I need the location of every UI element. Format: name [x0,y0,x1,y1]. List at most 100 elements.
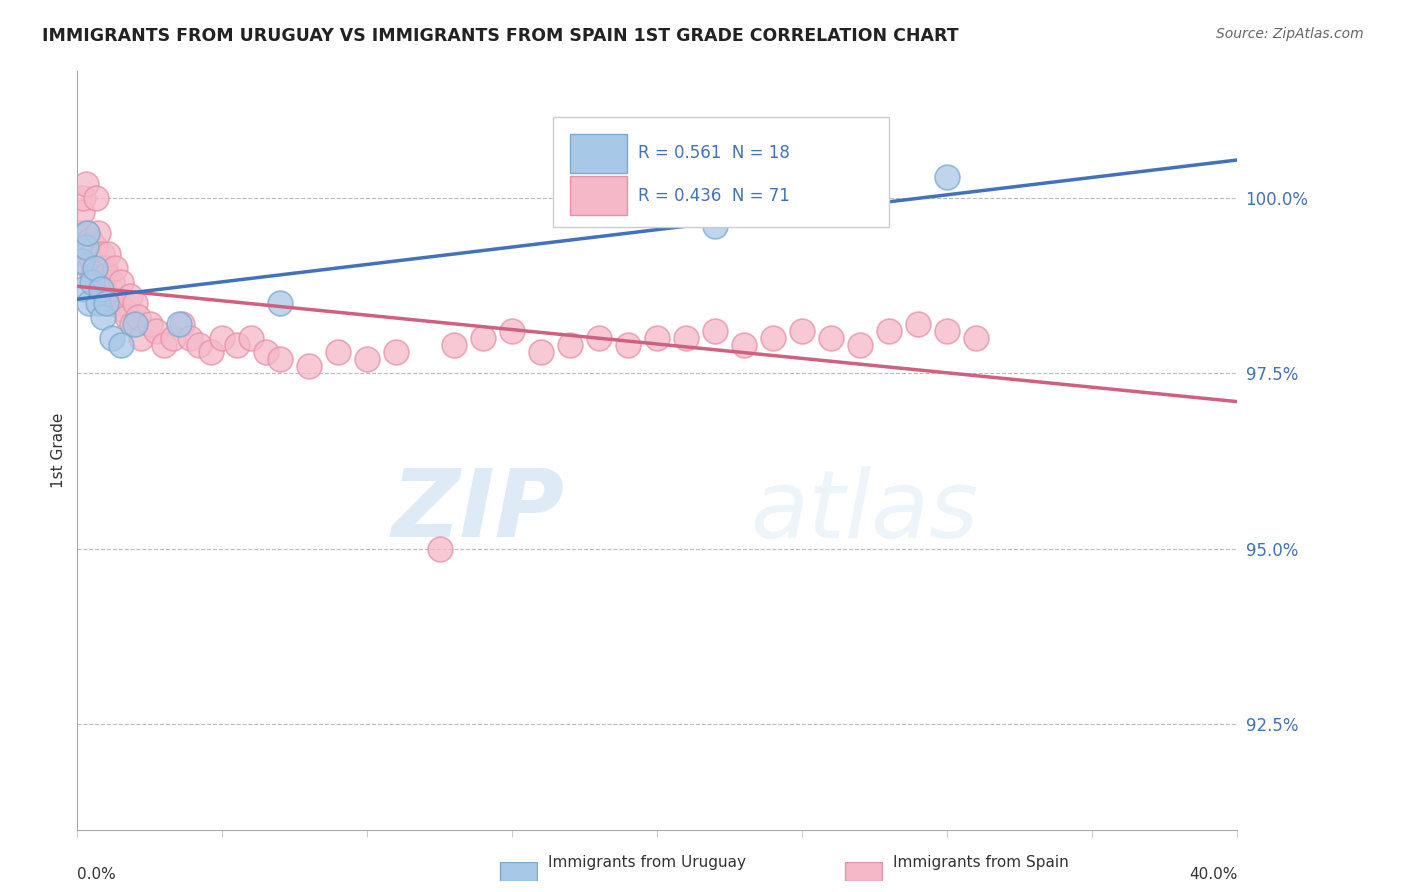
Point [86,226,108,240]
Text: ZIP: ZIP [392,465,565,558]
Point [936,169,959,184]
Point [83,240,105,254]
Text: R = 0.436  N = 71: R = 0.436 N = 71 [637,186,789,204]
Point [254,345,277,359]
Point [127,310,149,324]
Point [429,541,451,556]
Point [188,338,211,352]
Point [936,324,959,338]
Point [124,296,146,310]
Text: 40.0%: 40.0% [1189,867,1237,882]
Point [115,310,138,324]
Point [225,338,247,352]
Point [76,226,98,240]
Text: Immigrants from Spain: Immigrants from Spain [893,855,1069,870]
Point [91,247,114,261]
Point [107,296,129,310]
Point [733,338,755,352]
Text: 0.0%: 0.0% [77,867,117,882]
Point [76,226,98,240]
Point [86,296,108,310]
Point [90,275,111,289]
Point [94,260,117,275]
Point [139,317,162,331]
Point [104,260,127,275]
Point [75,177,97,191]
Point [675,331,697,345]
Point [704,219,727,233]
Point [90,282,111,296]
Point [93,310,115,324]
Point [110,275,132,289]
Point [87,260,110,275]
Point [328,345,350,359]
Text: R = 0.561  N = 18: R = 0.561 N = 18 [637,145,789,162]
Point [101,275,124,289]
Point [617,338,640,352]
Point [588,331,610,345]
Point [167,317,190,331]
Point [820,331,842,345]
Point [356,352,378,367]
Point [704,324,727,338]
Point [80,253,103,268]
Point [501,324,523,338]
Point [849,338,872,352]
Point [877,324,901,338]
Point [269,296,291,310]
Point [70,253,93,268]
Point [101,331,124,345]
Point [98,289,121,303]
Text: IMMIGRANTS FROM URUGUAY VS IMMIGRANTS FROM SPAIN 1ST GRADE CORRELATION CHART: IMMIGRANTS FROM URUGUAY VS IMMIGRANTS FR… [42,27,959,45]
FancyBboxPatch shape [553,117,890,227]
FancyBboxPatch shape [501,863,537,880]
Point [96,296,118,310]
Point [179,331,201,345]
Point [240,331,263,345]
Point [72,191,94,205]
Point [124,317,146,331]
Point [75,240,97,254]
Point [93,282,115,296]
Point [211,331,233,345]
Point [647,331,669,345]
Point [67,240,90,254]
Point [560,338,582,352]
Point [121,317,143,331]
Point [200,345,222,359]
Point [112,303,135,318]
Point [83,260,105,275]
Point [129,331,152,345]
Point [96,268,118,282]
FancyBboxPatch shape [571,134,627,173]
Point [170,317,193,331]
Point [73,247,96,261]
Text: Source: ZipAtlas.com: Source: ZipAtlas.com [1216,27,1364,41]
Point [162,331,184,345]
Point [70,204,93,219]
Point [79,233,101,247]
Point [82,268,104,282]
Point [298,359,321,374]
Point [97,247,120,261]
Point [762,331,785,345]
Point [907,317,929,331]
Point [269,352,291,367]
Point [100,296,122,310]
Point [69,226,91,240]
Point [385,345,408,359]
Point [118,289,141,303]
Point [443,338,465,352]
Text: Immigrants from Uruguay: Immigrants from Uruguay [548,855,747,870]
Point [965,331,987,345]
Point [77,260,100,275]
FancyBboxPatch shape [571,176,627,216]
Point [145,324,167,338]
Point [472,331,495,345]
Point [530,345,553,359]
Point [153,338,176,352]
Point [80,275,103,289]
Point [110,338,132,352]
Point [77,296,100,310]
Point [792,324,814,338]
